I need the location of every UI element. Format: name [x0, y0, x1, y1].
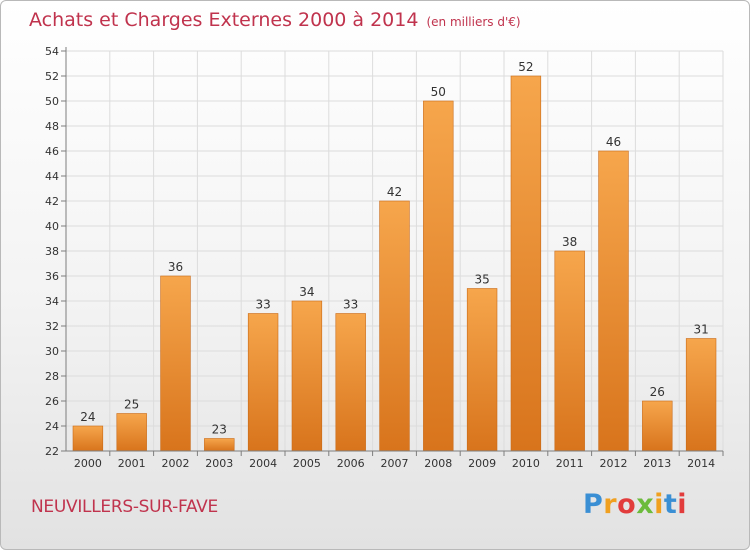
x-tick-label: 2008: [424, 457, 452, 470]
data-label: 34: [299, 285, 314, 299]
logo-letter: t: [663, 489, 678, 520]
bar: [423, 100, 454, 452]
x-tick-label: 2009: [468, 457, 496, 470]
bars: [72, 75, 717, 452]
bar: [291, 300, 323, 452]
x-tick-label: 2011: [556, 457, 584, 470]
x-tick-label: 2005: [293, 457, 321, 470]
bar: [642, 400, 673, 452]
y-tick-label: 22: [45, 445, 59, 458]
y-tick-label: 36: [45, 270, 59, 283]
x-tick-label: 2002: [162, 457, 190, 470]
y-tick-label: 50: [45, 95, 59, 108]
x-tick-label: 2010: [512, 457, 540, 470]
y-tick-label: 30: [45, 345, 59, 358]
x-tick-label: 2003: [205, 457, 233, 470]
logo-letter: i: [654, 489, 664, 520]
x-tick-label: 2006: [337, 457, 365, 470]
bar: [510, 75, 542, 452]
data-label: 38: [562, 235, 577, 249]
data-label: 23: [212, 423, 227, 437]
town-name: NEUVILLERS-SUR-FAVE: [31, 497, 218, 517]
logo-letter: P: [583, 489, 604, 520]
y-tick-label: 26: [45, 395, 59, 408]
logo-letter: r: [603, 489, 618, 520]
data-label: 25: [124, 398, 139, 412]
y-tick-label: 28: [45, 370, 59, 383]
x-tick-label: 2014: [687, 457, 715, 470]
data-label: 35: [474, 273, 489, 287]
data-label: 31: [693, 323, 708, 337]
logo-letter: i: [677, 489, 688, 520]
y-tick-label: 40: [45, 220, 59, 233]
logo-letter: o: [617, 489, 637, 520]
data-label: 33: [343, 298, 358, 312]
y-tick-label: 46: [45, 145, 59, 158]
y-tick-label: 24: [45, 420, 59, 433]
chart-title-text: Achats et Charges Externes 2000 à 2014: [29, 9, 419, 31]
x-tick-label: 2000: [74, 457, 102, 470]
data-labels: 24 25 36 23 33 34 33 42 50 35 52 38 46 26 31: [80, 60, 708, 437]
unit-note: (en milliers d'€): [426, 15, 521, 29]
data-label: 26: [650, 385, 665, 399]
y-tick-label: 32: [45, 320, 59, 333]
bar: [379, 200, 410, 452]
y-tick-label: 48: [45, 120, 59, 133]
x-tick-label: 2012: [600, 457, 628, 470]
bar: [116, 413, 147, 452]
y-tick-label: 52: [45, 70, 59, 83]
y-tick-label: 34: [45, 295, 59, 308]
y-tick-label: 54: [45, 45, 59, 58]
bar: [160, 275, 191, 452]
y-tick-label: 38: [45, 245, 59, 258]
bar: [72, 425, 104, 452]
x-tick-label: 2007: [381, 457, 409, 470]
axes: 22 24 26 28 30 32 34 36 38 40 42 44 46 48 50 52 54 2000 20…: [45, 45, 724, 470]
data-label: 52: [518, 60, 533, 74]
logo-letter: x: [636, 489, 655, 520]
bar: [204, 438, 235, 452]
proxiti-logo: Proxiti: [583, 489, 687, 520]
bar: [554, 250, 585, 452]
y-tick-label: 44: [45, 170, 59, 183]
data-label: 42: [387, 185, 402, 199]
x-tick-label: 2013: [643, 457, 671, 470]
bar: [466, 288, 498, 452]
chart-title: Achats et Charges Externes 2000 à 2014 (e…: [29, 9, 521, 31]
data-label: 33: [255, 298, 270, 312]
x-tick-label: 2004: [249, 457, 277, 470]
bar: [247, 313, 279, 452]
y-tick-label: 42: [45, 195, 59, 208]
data-label: 50: [431, 85, 446, 99]
data-label: 24: [80, 410, 95, 424]
data-label: 36: [168, 260, 183, 274]
bar: [598, 150, 629, 452]
bar: [335, 313, 366, 452]
data-label: 46: [606, 135, 621, 149]
bar: [685, 338, 717, 452]
x-tick-label: 2001: [118, 457, 146, 470]
